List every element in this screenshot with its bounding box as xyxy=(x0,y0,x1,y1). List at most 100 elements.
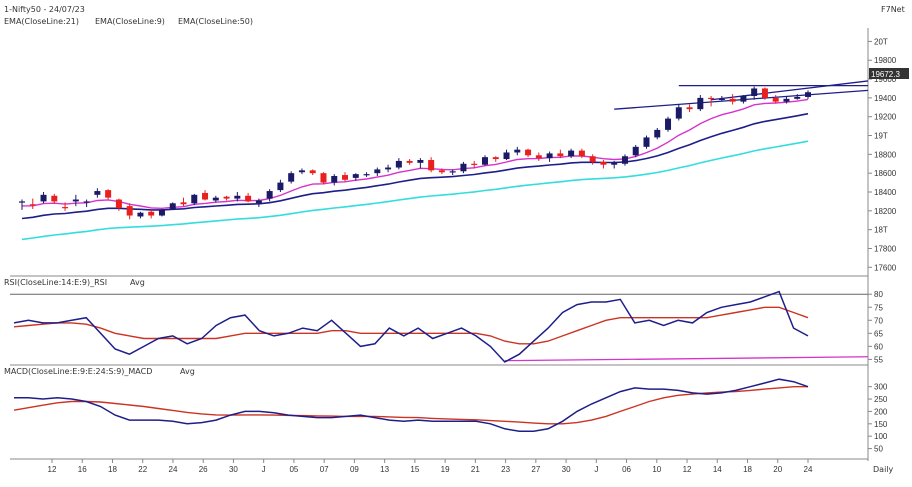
macd-line xyxy=(14,378,809,432)
candle-down xyxy=(126,206,133,216)
candle-up xyxy=(158,209,165,216)
candle-down xyxy=(180,202,187,205)
timeframe-label: Daily xyxy=(873,465,894,474)
x-tick-label: 10 xyxy=(652,465,661,474)
x-tick-label: 14 xyxy=(713,465,722,474)
price-y-tick-label: 17600 xyxy=(874,263,897,272)
candle-up xyxy=(417,160,424,163)
price-y-tick-label: 18600 xyxy=(874,169,897,178)
rsi-trendline xyxy=(504,356,869,362)
macd-y-tick-label: 50 xyxy=(874,445,883,454)
x-tick-label: 23 xyxy=(501,465,510,474)
candle-down xyxy=(105,190,112,198)
candle-down xyxy=(578,150,585,157)
candle-up xyxy=(481,157,488,165)
candle-down xyxy=(29,204,36,206)
legend-ema50: EMA(CloseLine:50) xyxy=(178,17,253,26)
candle-down xyxy=(309,170,316,174)
candle-up xyxy=(718,98,725,101)
candle-down xyxy=(62,207,69,209)
candle-up xyxy=(654,129,661,138)
candle-down xyxy=(115,199,122,208)
x-tick-label: 18 xyxy=(108,465,117,474)
candle-up xyxy=(385,167,392,170)
price-y-tick-label: 19800 xyxy=(874,56,897,65)
legend-macd: MACD(CloseLine:E:9:E:24:S:9)_MACD xyxy=(4,367,152,376)
x-tick-label: 27 xyxy=(531,465,540,474)
candle-up xyxy=(255,200,262,204)
candle-up xyxy=(137,212,144,217)
x-tick-label: 16 xyxy=(78,465,87,474)
candle-up xyxy=(40,194,47,202)
candle-down xyxy=(761,88,768,98)
macd-y-tick-label: 100 xyxy=(874,432,888,441)
x-tick-label: 05 xyxy=(289,465,298,474)
x-tick-label: 13 xyxy=(380,465,389,474)
x-tick-label: 07 xyxy=(320,465,329,474)
candle-down xyxy=(406,160,413,163)
candle-up xyxy=(503,152,510,160)
price-panel xyxy=(10,28,869,461)
legend-rsi-avg: Avg xyxy=(130,278,145,287)
candle-down xyxy=(471,163,478,165)
x-tick-label: 21 xyxy=(471,465,480,474)
candle-up xyxy=(169,203,176,209)
brand-label: F7Net xyxy=(881,5,905,14)
macd-y-tick-label: 200 xyxy=(874,407,888,416)
candle-up xyxy=(298,170,305,173)
macd-y-tick-label: 250 xyxy=(874,395,888,404)
candle-up xyxy=(374,169,381,174)
candle-up xyxy=(611,162,618,165)
price-badge: 19672.3 xyxy=(871,70,900,79)
legend-rsi: RSI(CloseLine:14:E:9)_RSI xyxy=(4,278,107,287)
candle-up xyxy=(621,156,628,164)
candle-up xyxy=(19,201,25,203)
candle-up xyxy=(94,191,101,195)
candle-down xyxy=(525,149,532,156)
x-tick-label: 19 xyxy=(441,465,450,474)
price-y-tick-label: 18800 xyxy=(874,150,897,159)
x-tick-label: 20 xyxy=(773,465,782,474)
price-y-tick-label: 18400 xyxy=(874,188,897,197)
rsi-y-tick-label: 70 xyxy=(874,316,883,325)
candle-up xyxy=(72,199,79,202)
candle-up xyxy=(751,88,758,96)
legend-ema9: EMA(CloseLine:9) xyxy=(95,17,165,26)
price-y-tick-label: 20T xyxy=(874,37,888,46)
candle-down xyxy=(729,98,736,102)
candle-down xyxy=(202,192,209,200)
candle-down xyxy=(557,153,564,157)
x-tick-label: 09 xyxy=(350,465,359,474)
candle-up xyxy=(546,153,553,159)
rsi-avg-line xyxy=(13,306,809,345)
candle-down xyxy=(708,97,715,100)
x-tick-label: J xyxy=(262,465,266,474)
macd-avg-line xyxy=(13,386,808,425)
candle-up xyxy=(395,160,402,168)
price-badge-bg xyxy=(869,68,909,79)
candle-up xyxy=(234,195,241,199)
rsi-line xyxy=(13,290,809,363)
price-y-tick-label: 17800 xyxy=(874,244,897,253)
candle-up xyxy=(212,197,219,201)
candle-up xyxy=(675,107,682,119)
x-tick-label: 30 xyxy=(562,465,571,474)
candle-down xyxy=(148,211,155,216)
candle-up xyxy=(331,176,338,183)
x-tick-label: 18 xyxy=(743,465,752,474)
ema21-line xyxy=(21,112,809,220)
candle-down xyxy=(686,107,693,110)
candle-up xyxy=(514,149,521,153)
candle-down xyxy=(589,156,596,162)
candle-up xyxy=(697,97,704,110)
candle-up xyxy=(277,182,284,191)
candle-down xyxy=(492,157,499,160)
x-tick-label: 24 xyxy=(169,465,178,474)
macd-y-tick-label: 150 xyxy=(874,420,888,429)
ema50-line xyxy=(21,140,809,241)
rsi-y-tick-label: 60 xyxy=(874,342,883,351)
price-y-tick-label: 18T xyxy=(874,226,888,235)
candle-up xyxy=(783,98,790,102)
candle-up xyxy=(665,118,672,130)
